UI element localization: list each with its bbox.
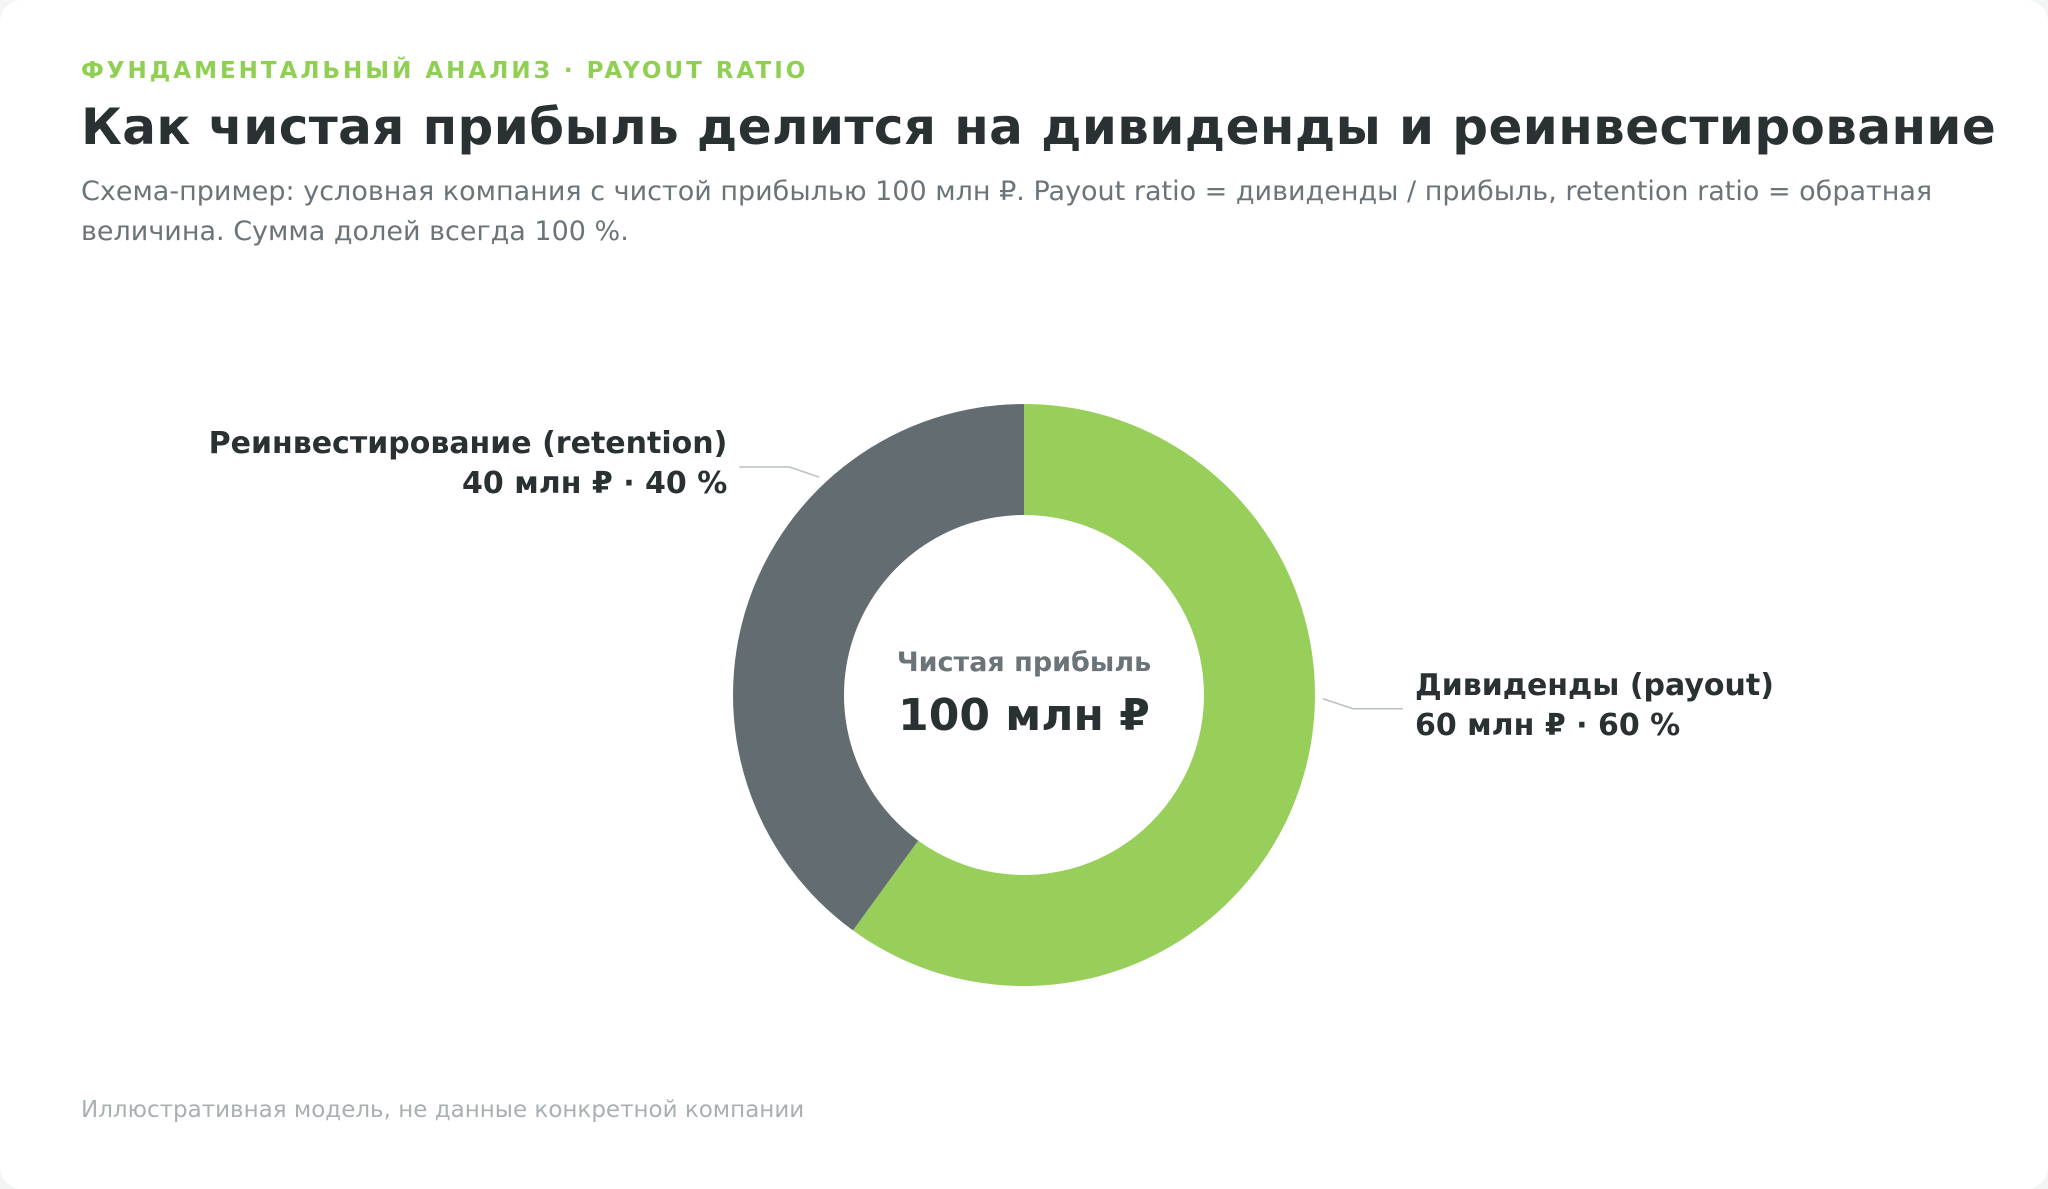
leader-line-retention — [739, 466, 820, 478]
slice-label-value-retention: 40 млн ₽ · 40 % — [462, 466, 727, 501]
slice-label-value-dividends: 60 млн ₽ · 60 % — [1415, 708, 1680, 743]
donut-slices — [733, 404, 1316, 987]
donut-slice-retention — [733, 404, 1024, 931]
page-title: Как чистая прибыль делится на дивиденды … — [81, 98, 1997, 156]
slice-label-name-dividends: Дивиденды (payout) — [1415, 668, 1774, 703]
slice-label-name-retention: Реинвестирование (retention) — [209, 426, 728, 461]
donut-slice-dividends — [852, 404, 1316, 987]
center-caption: Чистая прибыль — [897, 647, 1151, 678]
slice-labels: Дивиденды (payout) 60 млн ₽ · 60 % Реинвес… — [209, 426, 1774, 743]
leader-lines — [739, 466, 1403, 710]
leader-line-dividends — [1322, 698, 1403, 710]
chart-subtitle: Схема-пример: условная компания с чистой… — [81, 176, 1933, 247]
eyebrow-label: ФУНДАМЕНТАЛЬНЫЙ АНАЛИЗ · PAYOUT RATIO — [81, 58, 809, 84]
footnote: Иллюстративная модель, не данные конкрет… — [81, 1097, 805, 1123]
center-value: 100 млн ₽ — [898, 690, 1150, 741]
